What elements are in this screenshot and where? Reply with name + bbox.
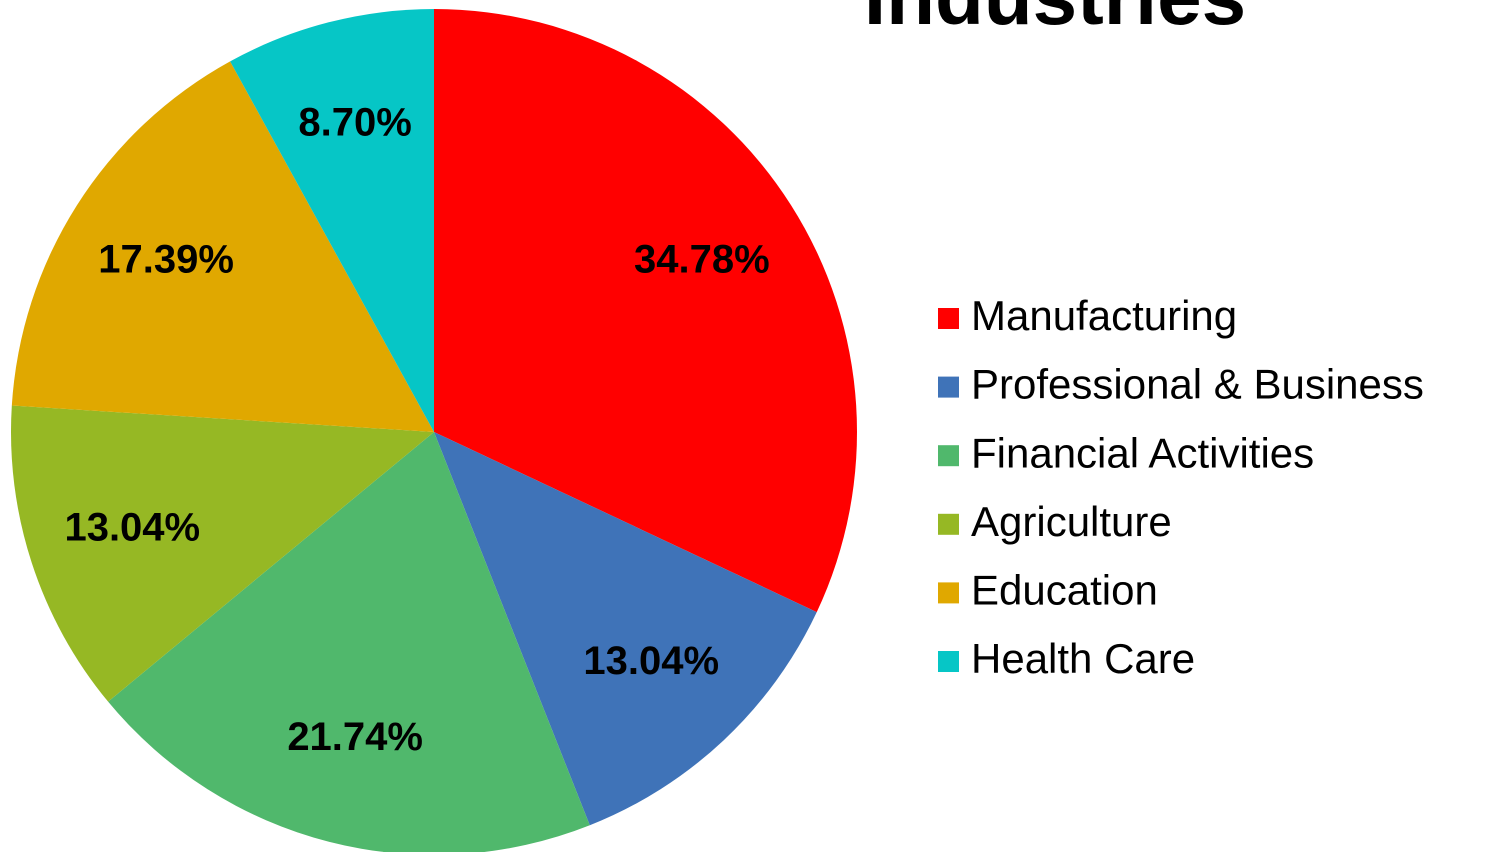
- legend-swatch: [938, 376, 959, 398]
- data-label: 8.70%: [298, 100, 411, 144]
- legend-label: Agriculture: [971, 498, 1172, 545]
- legend-label: Professional & Business: [971, 361, 1424, 408]
- pie-slice: [11, 61, 435, 432]
- legend-label: Education: [971, 566, 1158, 613]
- legend-swatch: [938, 651, 959, 672]
- data-label: 13.04%: [64, 506, 200, 550]
- pie-slice: [434, 9, 858, 613]
- pie-slice: [108, 432, 590, 852]
- legend-swatch: [938, 445, 959, 467]
- legend-label: Financial Activities: [971, 429, 1314, 476]
- data-label: 21.74%: [287, 715, 423, 759]
- legend-swatch: [938, 513, 959, 535]
- pie-slice: [10, 405, 434, 702]
- data-label: 17.39%: [98, 238, 234, 282]
- data-label: 13.04%: [583, 639, 719, 683]
- legend-swatch: [938, 582, 959, 604]
- legend-label: Manufacturing: [971, 292, 1237, 339]
- legend-swatch: [938, 308, 959, 329]
- pie-slice: [434, 432, 817, 826]
- pie-slice: [230, 9, 434, 432]
- legend-label: Health Care: [971, 635, 1195, 682]
- data-label: 34.78%: [634, 238, 770, 282]
- chart-title: Industries: [864, 0, 1246, 41]
